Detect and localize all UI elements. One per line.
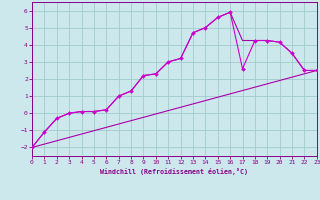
- X-axis label: Windchill (Refroidissement éolien,°C): Windchill (Refroidissement éolien,°C): [100, 168, 248, 175]
